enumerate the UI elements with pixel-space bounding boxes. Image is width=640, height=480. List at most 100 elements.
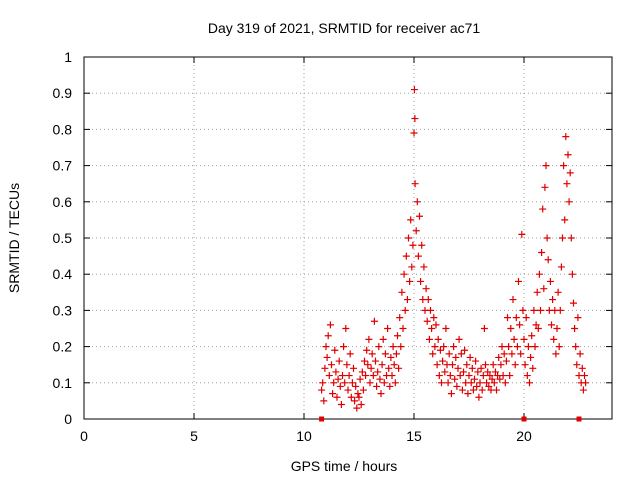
y-tick-label: 0.2 — [53, 339, 73, 355]
data-point — [326, 321, 334, 329]
data-point — [579, 386, 587, 394]
data-point — [406, 277, 414, 285]
data-point — [456, 372, 464, 380]
data-point — [402, 252, 410, 260]
data-point — [576, 350, 584, 358]
data-point — [379, 335, 387, 343]
data-points — [318, 86, 590, 422]
data-point — [539, 205, 547, 213]
data-point — [493, 386, 500, 394]
data-point — [355, 393, 363, 401]
data-point — [423, 317, 431, 325]
data-point — [430, 314, 438, 322]
data-point — [364, 361, 372, 369]
data-point — [351, 397, 359, 405]
data-point — [463, 361, 471, 369]
data-point — [582, 379, 590, 387]
data-point — [516, 321, 524, 329]
y-tick-label: 0.8 — [53, 121, 73, 137]
data-point — [573, 361, 581, 369]
data-point — [512, 314, 520, 322]
data-point — [422, 285, 430, 293]
data-point — [469, 386, 477, 394]
data-point — [318, 386, 326, 394]
data-point — [340, 343, 348, 351]
data-point — [433, 361, 441, 369]
zero-marker — [319, 416, 325, 422]
data-point — [366, 379, 374, 387]
x-tick-label: 5 — [190, 428, 198, 444]
data-point — [519, 306, 527, 314]
data-point — [454, 364, 462, 372]
data-point — [532, 321, 540, 329]
data-point — [414, 252, 422, 260]
data-point — [568, 270, 576, 278]
data-point — [520, 335, 528, 343]
data-point — [513, 343, 521, 351]
data-point — [477, 364, 485, 372]
data-point — [450, 343, 458, 351]
data-point — [552, 350, 560, 358]
data-point — [484, 368, 492, 376]
x-axis-label: GPS time / hours — [291, 458, 398, 474]
data-point — [337, 401, 345, 409]
grid — [84, 57, 612, 419]
data-point — [523, 372, 531, 380]
data-point — [435, 372, 443, 380]
data-point — [377, 390, 385, 398]
data-point — [367, 364, 375, 372]
data-point — [478, 386, 486, 394]
data-point — [365, 335, 373, 343]
data-point — [444, 379, 452, 387]
data-point — [381, 350, 389, 358]
data-point — [518, 230, 526, 238]
y-tick-label: 0.3 — [53, 302, 73, 318]
data-point — [373, 382, 381, 390]
data-point — [390, 361, 398, 369]
data-point — [574, 314, 582, 322]
data-point — [466, 353, 474, 361]
data-point — [432, 321, 440, 329]
data-point — [542, 162, 550, 170]
data-point — [461, 346, 469, 354]
data-point — [336, 382, 344, 390]
data-point — [411, 180, 419, 188]
data-point — [557, 263, 565, 271]
data-point — [515, 277, 522, 285]
data-point — [562, 133, 570, 141]
data-point — [445, 350, 453, 358]
data-point — [411, 115, 419, 123]
data-point — [490, 379, 498, 387]
data-point — [397, 343, 405, 351]
data-point — [417, 277, 425, 285]
data-point — [405, 234, 412, 242]
data-point — [455, 335, 463, 343]
data-point — [384, 325, 392, 332]
data-point — [497, 361, 505, 369]
data-point — [428, 325, 436, 332]
data-point — [362, 372, 370, 380]
data-point — [491, 368, 499, 376]
data-point — [352, 382, 360, 390]
data-point — [398, 288, 406, 296]
data-point — [479, 372, 487, 380]
data-point — [372, 357, 379, 365]
data-point — [489, 361, 497, 369]
data-point — [563, 180, 571, 188]
data-point — [483, 379, 491, 387]
data-point — [440, 343, 448, 351]
data-point — [425, 335, 433, 343]
data-point — [325, 372, 333, 380]
data-point — [434, 335, 442, 343]
data-point — [389, 343, 397, 351]
data-point — [323, 353, 331, 361]
data-point — [507, 325, 515, 332]
data-point — [511, 361, 519, 369]
x-tick-label: 20 — [516, 428, 532, 444]
y-tick-label: 0.1 — [53, 375, 73, 391]
y-axis-label: SRMTID / TECUs — [6, 183, 22, 293]
data-point — [392, 350, 400, 358]
data-point — [556, 306, 564, 314]
data-point — [534, 325, 542, 332]
data-point — [474, 368, 482, 376]
